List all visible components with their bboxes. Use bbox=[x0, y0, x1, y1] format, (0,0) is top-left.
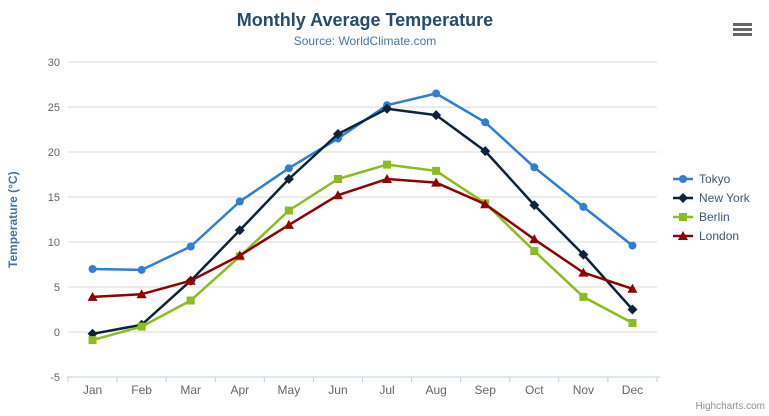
data-point-tokyo[interactable] bbox=[235, 197, 244, 206]
chart-title: Monthly Average Temperature bbox=[236, 10, 494, 30]
series-line-london bbox=[91, 177, 634, 299]
data-point-berlin[interactable] bbox=[383, 160, 392, 169]
data-point-london[interactable] bbox=[234, 250, 245, 260]
xaxis-category-label: Dec bbox=[622, 383, 643, 397]
xaxis-category-label: Jun bbox=[328, 383, 347, 397]
data-point-berlin[interactable] bbox=[579, 292, 588, 301]
data-point-new-york[interactable] bbox=[283, 174, 294, 184]
data-point-new-york[interactable] bbox=[234, 225, 245, 236]
data-point-london[interactable] bbox=[578, 267, 589, 277]
burger-bar bbox=[733, 28, 752, 31]
chart-subtitle: Source: WorldClimate.com bbox=[293, 34, 437, 48]
data-point-tokyo[interactable] bbox=[88, 265, 97, 273]
legend-label: Berlin bbox=[699, 209, 730, 224]
highcharts-credit[interactable]: Highcharts.com bbox=[695, 401, 765, 412]
data-point-london[interactable] bbox=[627, 283, 638, 293]
data-point-new-york[interactable] bbox=[578, 249, 589, 260]
yaxis-title: Temperature (°C) bbox=[6, 171, 20, 268]
xaxis-category-label: Aug bbox=[425, 383, 446, 397]
data-point-london[interactable] bbox=[185, 275, 196, 285]
burger-bar bbox=[733, 23, 752, 26]
xaxis-category-label: Oct bbox=[525, 383, 544, 397]
data-point-london[interactable] bbox=[431, 177, 442, 187]
yaxis-tick-label: 20 bbox=[48, 147, 60, 159]
data-point-berlin[interactable] bbox=[628, 319, 637, 327]
diamond-marker-icon bbox=[673, 192, 693, 203]
yaxis-tick-label: -5 bbox=[50, 372, 60, 384]
square-marker-icon bbox=[673, 212, 693, 221]
data-point-london[interactable] bbox=[480, 199, 491, 209]
data-point-berlin[interactable] bbox=[333, 175, 342, 183]
data-point-london[interactable] bbox=[529, 234, 540, 244]
triangle-marker-icon bbox=[673, 230, 693, 240]
data-point-tokyo[interactable] bbox=[137, 265, 146, 274]
data-point-tokyo[interactable] bbox=[284, 164, 293, 173]
legend-label: Tokyo bbox=[699, 171, 731, 186]
xaxis-category-label: Apr bbox=[230, 383, 249, 397]
data-point-london[interactable] bbox=[87, 291, 98, 301]
export-menu-icon[interactable] bbox=[733, 23, 752, 38]
xaxis-category-label: May bbox=[278, 383, 301, 397]
data-point-london[interactable] bbox=[136, 289, 147, 299]
series-line-new-york bbox=[91, 107, 634, 336]
circle-marker-icon bbox=[673, 174, 693, 183]
data-point-london[interactable] bbox=[283, 219, 294, 229]
data-point-tokyo[interactable] bbox=[186, 242, 195, 251]
data-point-new-york[interactable] bbox=[480, 146, 491, 157]
xaxis-category-label: Jul bbox=[379, 383, 394, 397]
data-point-berlin[interactable] bbox=[186, 296, 195, 305]
legend-label: New York bbox=[699, 190, 750, 205]
data-point-london[interactable] bbox=[332, 190, 343, 200]
data-point-tokyo[interactable] bbox=[432, 89, 441, 98]
xaxis-category-label: Mar bbox=[180, 383, 201, 397]
legend-label: London bbox=[699, 228, 740, 243]
data-point-new-york[interactable] bbox=[332, 129, 343, 139]
xaxis-category-label: Nov bbox=[573, 383, 594, 397]
data-point-new-york[interactable] bbox=[382, 103, 393, 114]
legend-item-berlin[interactable]: Berlin bbox=[672, 207, 750, 226]
data-point-new-york[interactable] bbox=[529, 200, 540, 211]
yaxis-tick-label: 30 bbox=[48, 57, 60, 69]
legend: Tokyo New York Berlin London bbox=[672, 169, 750, 245]
data-point-tokyo[interactable] bbox=[579, 202, 588, 211]
data-point-berlin[interactable] bbox=[432, 166, 441, 175]
yaxis-tick-label: 10 bbox=[48, 237, 60, 249]
data-point-berlin[interactable] bbox=[284, 206, 293, 215]
yaxis-tick-label: 0 bbox=[54, 327, 60, 339]
yaxis-tick-label: 15 bbox=[48, 192, 60, 204]
xaxis-category-label: Feb bbox=[131, 383, 152, 397]
legend-item-new-york[interactable]: New York bbox=[672, 188, 750, 207]
data-point-berlin[interactable] bbox=[137, 322, 146, 331]
data-point-new-york[interactable] bbox=[431, 110, 442, 121]
xaxis-category-label: Jan bbox=[83, 383, 102, 397]
legend-item-tokyo[interactable]: Tokyo bbox=[672, 169, 750, 188]
series-line-tokyo bbox=[91, 92, 634, 272]
series-line-berlin bbox=[91, 163, 634, 342]
data-point-berlin[interactable] bbox=[530, 247, 539, 255]
data-point-tokyo[interactable] bbox=[628, 241, 637, 250]
data-point-tokyo[interactable] bbox=[481, 118, 490, 127]
data-point-berlin[interactable] bbox=[88, 336, 97, 345]
data-point-tokyo[interactable] bbox=[530, 163, 539, 172]
yaxis-tick-label: 5 bbox=[54, 282, 60, 294]
data-point-london[interactable] bbox=[382, 174, 393, 183]
burger-bar bbox=[733, 33, 752, 36]
xaxis-category-label: Sep bbox=[475, 383, 497, 397]
yaxis-tick-label: 25 bbox=[48, 102, 60, 114]
legend-item-london[interactable]: London bbox=[672, 226, 750, 245]
data-point-new-york[interactable] bbox=[627, 304, 638, 315]
